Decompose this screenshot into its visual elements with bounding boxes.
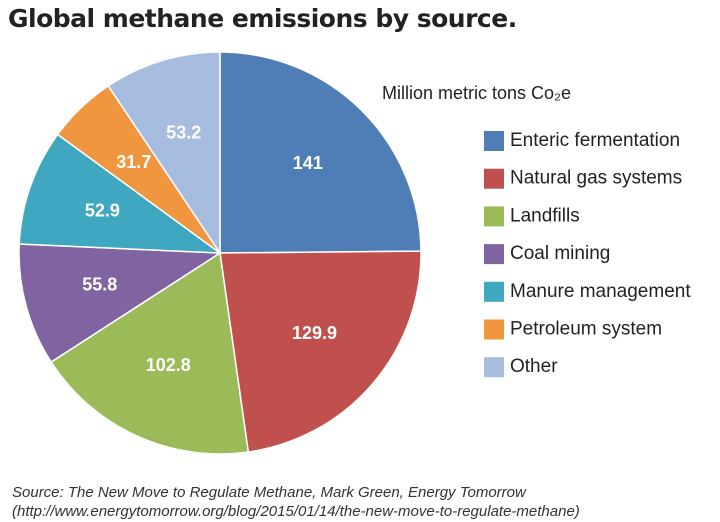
data-label: 31.7	[116, 152, 151, 172]
legend-swatch	[484, 244, 504, 265]
legend-label: Petroleum system	[510, 319, 662, 340]
legend-swatch	[484, 131, 504, 151]
data-label: 129.9	[292, 323, 337, 343]
pie-slice	[219, 250, 422, 453]
legend-swatch	[484, 206, 504, 227]
legend-label: Natural gas systems	[510, 168, 682, 189]
data-label: 102.8	[146, 355, 191, 375]
pie-slice	[18, 243, 223, 364]
legend-swatch	[484, 319, 504, 340]
data-label: 141	[293, 153, 323, 173]
pie-slice	[107, 51, 221, 256]
legend-swatch	[484, 281, 504, 302]
source-line: (http://www.energytomorrow.org/blog/2015…	[12, 503, 580, 520]
pie-slice	[18, 133, 223, 254]
data-label: 55.8	[82, 274, 117, 294]
data-label: 52.9	[85, 200, 120, 220]
legend-label: Other	[510, 356, 558, 377]
pie-slice	[50, 251, 250, 455]
source-line: Source: The New Move to Regulate Methane…	[12, 484, 527, 501]
legend-swatch	[484, 357, 504, 378]
legend-swatch	[484, 168, 504, 189]
pie-slice	[219, 51, 422, 254]
data-label: 53.2	[166, 122, 201, 142]
legend-label: Landfills	[510, 205, 580, 226]
chart-title: Global methane emissions by source.	[8, 4, 517, 33]
legend-label: Enteric fermentation	[510, 130, 680, 151]
legend-label: Coal mining	[510, 243, 610, 264]
chart-subtitle: Million metric tons Co₂e	[382, 83, 571, 103]
legend-label: Manure management	[510, 281, 691, 302]
